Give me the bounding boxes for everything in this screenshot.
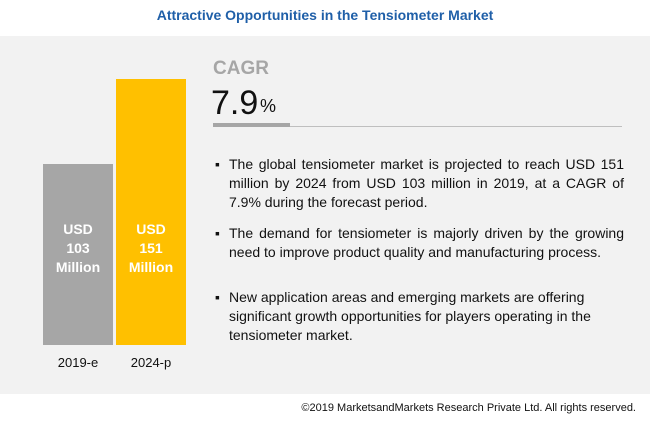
bullet: The global tensiometer market is project… bbox=[215, 155, 624, 212]
value-label: USD 103 Million bbox=[55, 221, 101, 275]
underline bbox=[213, 123, 290, 127]
bar bbox=[116, 79, 186, 345]
x-tick-label: 2019-e bbox=[57, 355, 99, 370]
cagr-unit: % bbox=[260, 96, 277, 116]
title: Attractive Opportunities in the Tensiome… bbox=[156, 7, 494, 23]
x-tick-label: 2024-p bbox=[130, 355, 172, 370]
divider bbox=[290, 126, 622, 127]
bullet: The demand for tensiometer is majorly dr… bbox=[215, 224, 624, 262]
cagr-label: CAGR bbox=[213, 58, 269, 79]
footer: ©2019 MarketsandMarkets Research Private… bbox=[301, 402, 636, 414]
cagr-value: 7.9 bbox=[211, 84, 259, 122]
bullet: New application areas and emerging marke… bbox=[215, 288, 624, 345]
value-label: USD 151 Million bbox=[128, 221, 174, 275]
bar bbox=[43, 163, 113, 345]
